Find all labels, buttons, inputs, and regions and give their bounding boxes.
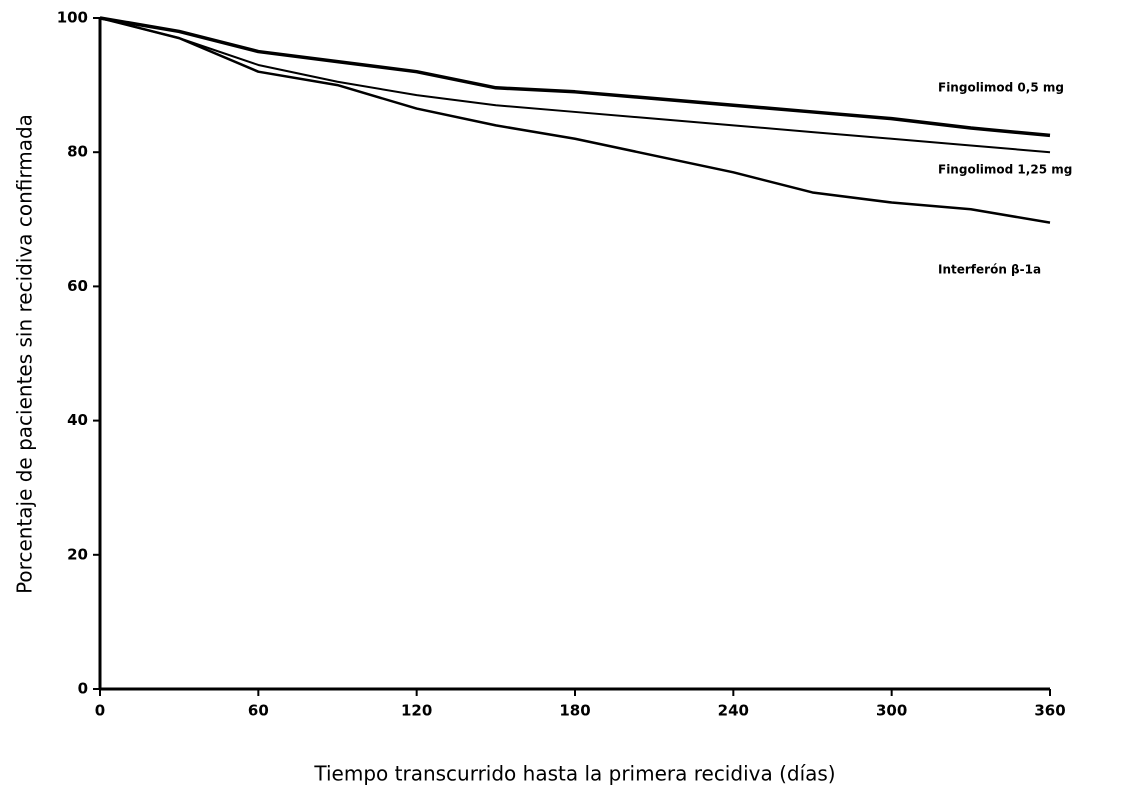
survival-line bbox=[99, 17, 1051, 154]
survival-line bbox=[99, 16, 1051, 138]
y-tick-label: 40 bbox=[67, 411, 88, 429]
x-axis-title: Tiempo transcurrido hasta la primera rec… bbox=[313, 762, 835, 786]
y-tick-label: 0 bbox=[78, 680, 88, 698]
x-tick-label: 120 bbox=[401, 702, 432, 720]
y-tick-label: 20 bbox=[67, 545, 88, 563]
x-tick-label: 180 bbox=[559, 702, 590, 720]
x-tick-label: 240 bbox=[718, 702, 749, 720]
x-tick-label: 60 bbox=[248, 702, 269, 720]
y-tick-label: 100 bbox=[57, 9, 88, 27]
series-label: Fingolimod 1,25 mg bbox=[938, 163, 1072, 177]
series-label: Fingolimod 0,5 mg bbox=[938, 81, 1064, 95]
x-tick-label: 0 bbox=[95, 702, 105, 720]
y-tick-label: 60 bbox=[67, 277, 88, 295]
y-tick-label: 80 bbox=[67, 143, 88, 161]
x-tick-label: 360 bbox=[1034, 702, 1065, 720]
x-tick-label: 300 bbox=[876, 702, 907, 720]
survival-line bbox=[99, 16, 1051, 224]
y-axis-title: Porcentaje de pacientes sin recidiva con… bbox=[13, 114, 37, 594]
series-label: Interferón β-1a bbox=[938, 263, 1041, 277]
